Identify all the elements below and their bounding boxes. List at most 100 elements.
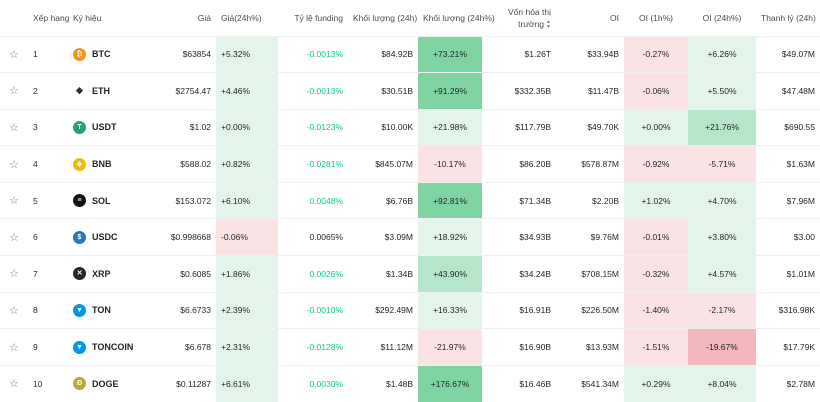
volume-24h-cell: $11.12M xyxy=(348,328,418,366)
coin-symbol[interactable]: ✕ XRP xyxy=(73,267,151,281)
symbol-cell[interactable]: T USDT xyxy=(68,108,156,146)
oi-cell: $11.47B xyxy=(556,72,624,110)
symbol-cell[interactable]: ◈ BNB xyxy=(68,145,156,183)
market-cap-cell: $332.35B xyxy=(482,72,556,110)
funding-rate-cell: 0.0030% xyxy=(278,364,348,402)
table-row[interactable]: ☆ 5 ≡ SOL $153.072 +6.10% 0.0048% $6.76B +92.81%… xyxy=(0,181,820,219)
table-row[interactable]: ☆ 7 ✕ XRP $0.6085 +1.86% 0.0026% $1.34B +43.90% $… xyxy=(0,255,820,293)
coin-name: TON xyxy=(92,305,111,316)
symbol-cell[interactable]: $ USDC xyxy=(68,218,156,256)
price-cell: $153.072 xyxy=(156,181,216,219)
funding-rate-cell: -0.0123% xyxy=(278,108,348,146)
coin-symbol[interactable]: T USDT xyxy=(73,120,151,134)
symbol-cell[interactable]: ✕ XRP xyxy=(68,255,156,293)
table-row[interactable]: ☆ 8 ▼ TON $6.6733 +2.39% -0.0010% $292.49M +16.3… xyxy=(0,291,820,329)
price-header[interactable]: Giá xyxy=(197,12,211,23)
liquidation-cell: $1.01M xyxy=(756,255,820,293)
change-24h-cell: +5.32% xyxy=(216,35,278,73)
rank-header[interactable]: Xếp hạng xyxy=(33,12,70,23)
coin-name: ETH xyxy=(92,85,110,96)
favorite-star-icon[interactable]: ☆ xyxy=(0,328,28,366)
favorite-star-icon[interactable]: ☆ xyxy=(0,291,28,329)
table-row[interactable]: ☆ 4 ◈ BNB $588.02 +0.82% -0.0281% $845.07M -10.1… xyxy=(0,145,820,183)
volume-24h-header[interactable]: Khối lượng (24h) xyxy=(353,12,418,23)
price-cell: $0.11287 xyxy=(156,364,216,402)
market-cap-cell: $117.79B xyxy=(482,108,556,146)
table-row[interactable]: ☆ 10 Ð DOGE $0.11287 +6.61% 0.0030% $1.48B +176.… xyxy=(0,364,820,402)
rank-cell: 6 xyxy=(28,218,68,256)
sort-icon[interactable]: ▲ ▼ xyxy=(546,18,551,30)
market-cap-label: Vốn hóa thị trường xyxy=(507,6,551,29)
rank-cell: 7 xyxy=(28,255,68,293)
change-24h-cell: +4.46% xyxy=(216,72,278,110)
oi-1h-cell: +0.29% xyxy=(624,364,688,402)
oi-24h-cell: -5.71% xyxy=(688,145,756,183)
favorite-star-icon[interactable]: ☆ xyxy=(0,364,28,402)
market-cap-header[interactable]: Vốn hóa thị trường ▲ ▼ xyxy=(482,0,556,36)
symbol-cell[interactable]: Ð DOGE xyxy=(68,364,156,402)
oi-24h-cell: +6.26% xyxy=(688,35,756,73)
coin-symbol[interactable]: Ð DOGE xyxy=(73,377,151,391)
oi-cell: $578.87M xyxy=(556,145,624,183)
volume-24h-pct-cell: +91.29% xyxy=(418,72,482,110)
symbol-cell[interactable]: ▼ TON xyxy=(68,291,156,329)
coin-symbol[interactable]: ₿ BTC xyxy=(73,47,151,61)
change-24h-cell: +0.82% xyxy=(216,145,278,183)
oi-24h-cell: +5.50% xyxy=(688,72,756,110)
volume-24h-cell: $84.92B xyxy=(348,35,418,73)
oi-header[interactable]: OI xyxy=(610,12,619,23)
table-row[interactable]: ☆ 1 ₿ BTC $63854 +5.32% -0.0013% $84.92B +73.21%… xyxy=(0,35,820,73)
change-24h-cell: +1.86% xyxy=(216,255,278,293)
rank-cell: 3 xyxy=(28,108,68,146)
coin-symbol[interactable]: ≡ SOL xyxy=(73,194,151,208)
favorite-star-icon[interactable]: ☆ xyxy=(0,181,28,219)
favorite-star-icon[interactable]: ☆ xyxy=(0,108,28,146)
coin-symbol[interactable]: ◆ ETH xyxy=(73,84,151,98)
symbol-cell[interactable]: ₿ BTC xyxy=(68,35,156,73)
volume-24h-pct-cell: +16.33% xyxy=(418,291,482,329)
favorite-star-icon[interactable]: ☆ xyxy=(0,35,28,73)
volume-24h-pct-header[interactable]: Khối lượng (24h%) xyxy=(423,12,495,23)
symbol-cell[interactable]: ◆ ETH xyxy=(68,72,156,110)
table-header-row: Xếp hạng Ký hiệu Giá Giá(24h%) Tỷ lệ fun… xyxy=(0,0,820,36)
price-cell: $6.678 xyxy=(156,328,216,366)
symbol-cell[interactable]: ▼ TONCOIN xyxy=(68,328,156,366)
change-24h-header[interactable]: Giá(24h%) xyxy=(221,12,262,23)
price-cell: $0.6085 xyxy=(156,255,216,293)
volume-24h-pct-cell: +18.92% xyxy=(418,218,482,256)
ethereum-icon: ◆ xyxy=(73,84,86,98)
favorite-star-icon[interactable]: ☆ xyxy=(0,255,28,293)
oi-1h-cell: -1.40% xyxy=(624,291,688,329)
change-24h-cell: -0.06% xyxy=(216,218,278,256)
liquidation-header[interactable]: Thanh lý (24h) xyxy=(761,12,816,23)
table-row[interactable]: ☆ 9 ▼ TONCOIN $6.678 +2.31% -0.0128% $11.12M -21… xyxy=(0,328,820,366)
market-cap-cell: $1.26T xyxy=(482,35,556,73)
bitcoin-icon: ₿ xyxy=(73,47,86,61)
oi-1h-cell: -0.01% xyxy=(624,218,688,256)
favorite-star-icon[interactable]: ☆ xyxy=(0,145,28,183)
oi-cell: $9.76M xyxy=(556,218,624,256)
oi-24h-header[interactable]: OI (24h%) xyxy=(702,12,742,23)
funding-rate-header[interactable]: Tỷ lệ funding xyxy=(294,12,343,23)
coin-symbol[interactable]: ▼ TON xyxy=(73,303,151,317)
xrp-icon: ✕ xyxy=(73,267,86,281)
table-row[interactable]: ☆ 2 ◆ ETH $2754.47 +4.46% -0.0013% $30.51B +91.2… xyxy=(0,72,820,110)
symbol-header[interactable]: Ký hiệu xyxy=(73,12,102,23)
coin-symbol[interactable]: $ USDC xyxy=(73,230,151,244)
market-cap-cell: $34.24B xyxy=(482,255,556,293)
funding-rate-cell: 0.0026% xyxy=(278,255,348,293)
volume-24h-cell: $1.34B xyxy=(348,255,418,293)
ton-icon: ▼ xyxy=(73,303,86,317)
symbol-cell[interactable]: ≡ SOL xyxy=(68,181,156,219)
favorite-star-icon[interactable]: ☆ xyxy=(0,72,28,110)
oi-cell: $2.20B xyxy=(556,181,624,219)
liquidation-cell: $7.96M xyxy=(756,181,820,219)
table-row[interactable]: ☆ 6 $ USDC $0.998668 -0.06% 0.0065% $3.09M +18.9… xyxy=(0,218,820,256)
dogecoin-icon: Ð xyxy=(73,377,86,391)
favorite-star-icon[interactable]: ☆ xyxy=(0,218,28,256)
coin-symbol[interactable]: ▼ TONCOIN xyxy=(73,340,151,354)
oi-1h-header[interactable]: OI (1h%) xyxy=(638,12,673,23)
table-row[interactable]: ☆ 3 T USDT $1.02 +0.00% -0.0123% $10.00K +21.98%… xyxy=(0,108,820,146)
coin-symbol[interactable]: ◈ BNB xyxy=(73,157,151,171)
market-cap-cell: $16.90B xyxy=(482,328,556,366)
